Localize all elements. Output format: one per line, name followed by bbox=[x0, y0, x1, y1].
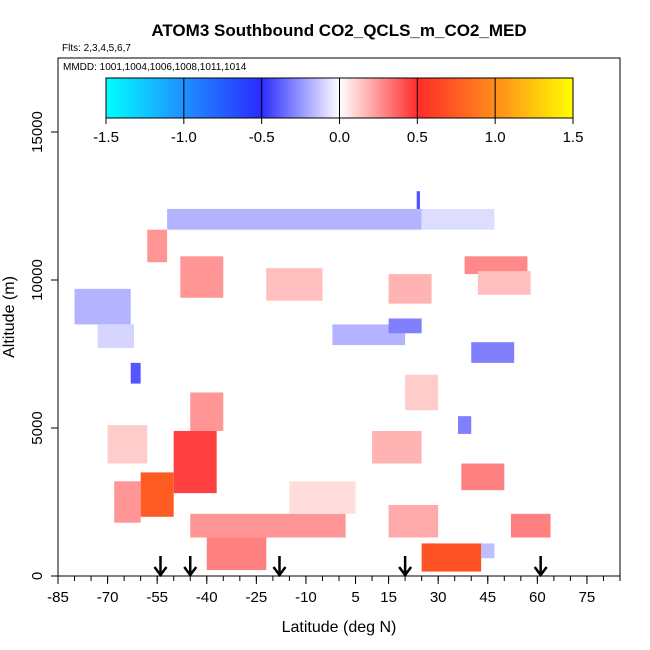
arrow-markers bbox=[153, 556, 548, 578]
arrow-marker-head bbox=[398, 566, 413, 578]
heatmap-cell bbox=[477, 271, 531, 295]
y-tick-label: 5000 bbox=[29, 411, 46, 444]
heatmap-cell bbox=[421, 208, 495, 230]
heatmap-cell bbox=[372, 430, 422, 464]
heatmap-cell bbox=[130, 362, 141, 384]
colorbar-tick-label: 0.0 bbox=[329, 129, 350, 146]
arrow-marker-head bbox=[183, 566, 198, 578]
x-tick-label: 5 bbox=[351, 589, 359, 606]
colorbar-tick-label: 1.5 bbox=[563, 129, 584, 146]
heatmap-cell bbox=[190, 392, 224, 431]
y-tick-label: 15000 bbox=[29, 111, 46, 153]
heatmap-cell bbox=[114, 481, 141, 523]
x-tick-label: 75 bbox=[579, 589, 596, 606]
heatmap-cell bbox=[147, 229, 168, 263]
heatmap-cell bbox=[421, 543, 482, 572]
heatmap-cell bbox=[388, 274, 432, 304]
arrow-marker-head bbox=[153, 566, 168, 578]
heatmap-cell bbox=[461, 463, 505, 491]
heatmap-cell bbox=[206, 537, 267, 571]
heatmap-cell bbox=[405, 374, 439, 411]
arrow-marker-head bbox=[533, 566, 548, 578]
x-tick-label: 15 bbox=[380, 589, 397, 606]
y-axis-title: Altitude (m) bbox=[1, 276, 18, 358]
x-tick-label: -55 bbox=[146, 589, 168, 606]
heatmap-cell bbox=[332, 324, 406, 346]
x-axis: -85 -70 -55 -40 -25 -10 5 15 30 45 60 75 bbox=[47, 576, 621, 606]
x-tick-label: 30 bbox=[430, 589, 447, 606]
colorbar-tick-label: -0.5 bbox=[249, 129, 275, 146]
x-tick-label: 60 bbox=[529, 589, 546, 606]
heatmap-cell bbox=[289, 481, 356, 514]
y-axis: 0 5000 10000 15000 bbox=[29, 111, 58, 580]
heatmap-cell bbox=[74, 288, 131, 325]
heatmap-cell bbox=[471, 342, 515, 363]
heatmap-cell bbox=[167, 208, 422, 230]
heatmap-cells bbox=[74, 191, 551, 572]
heatmap-cell bbox=[173, 430, 217, 494]
heatmap-cell bbox=[266, 268, 323, 301]
heatmap-cell bbox=[190, 513, 346, 538]
x-tick-label: -85 bbox=[47, 589, 69, 606]
y-tick-label: 10000 bbox=[29, 259, 46, 301]
x-axis-title: Latitude (deg N) bbox=[282, 619, 397, 636]
flights-subtitle: Flts: 2,3,4,5,6,7 bbox=[62, 43, 131, 54]
colorbar-tick-label: 0.5 bbox=[407, 129, 428, 146]
heatmap-cell bbox=[180, 256, 224, 298]
heatmap-cell bbox=[388, 318, 422, 334]
y-tick-label: 0 bbox=[29, 572, 46, 580]
x-tick-label: -40 bbox=[196, 589, 218, 606]
colorbar-tick-label: -1.0 bbox=[171, 129, 197, 146]
heatmap-cell bbox=[388, 504, 439, 538]
heatmap-cell bbox=[458, 416, 472, 434]
chart-title: ATOM3 Southbound CO2_QCLS_m_CO2_MED bbox=[151, 21, 526, 40]
colorbar: -1.5 -1.0 -0.5 0.0 0.5 1.0 1.5 bbox=[93, 77, 584, 146]
heatmap-cell bbox=[416, 191, 420, 209]
heatmap-cell bbox=[97, 324, 135, 349]
x-tick-label: -10 bbox=[295, 589, 317, 606]
x-tick-label: 45 bbox=[479, 589, 496, 606]
arrow-marker-head bbox=[272, 566, 287, 578]
heatmap-cell bbox=[140, 472, 174, 517]
heatmap-cell bbox=[107, 425, 148, 464]
mmdd-label: MMDD: 1001,1004,1006,1008,1011,1014 bbox=[63, 62, 247, 73]
colorbar-tick-label: 1.0 bbox=[485, 129, 506, 146]
heatmap-cell bbox=[481, 543, 495, 559]
x-tick-label: -70 bbox=[97, 589, 119, 606]
heatmap-cell bbox=[464, 256, 528, 275]
colorbar-tick-label: -1.5 bbox=[93, 129, 119, 146]
heatmap-cell bbox=[510, 513, 551, 538]
x-tick-label: -25 bbox=[246, 589, 268, 606]
